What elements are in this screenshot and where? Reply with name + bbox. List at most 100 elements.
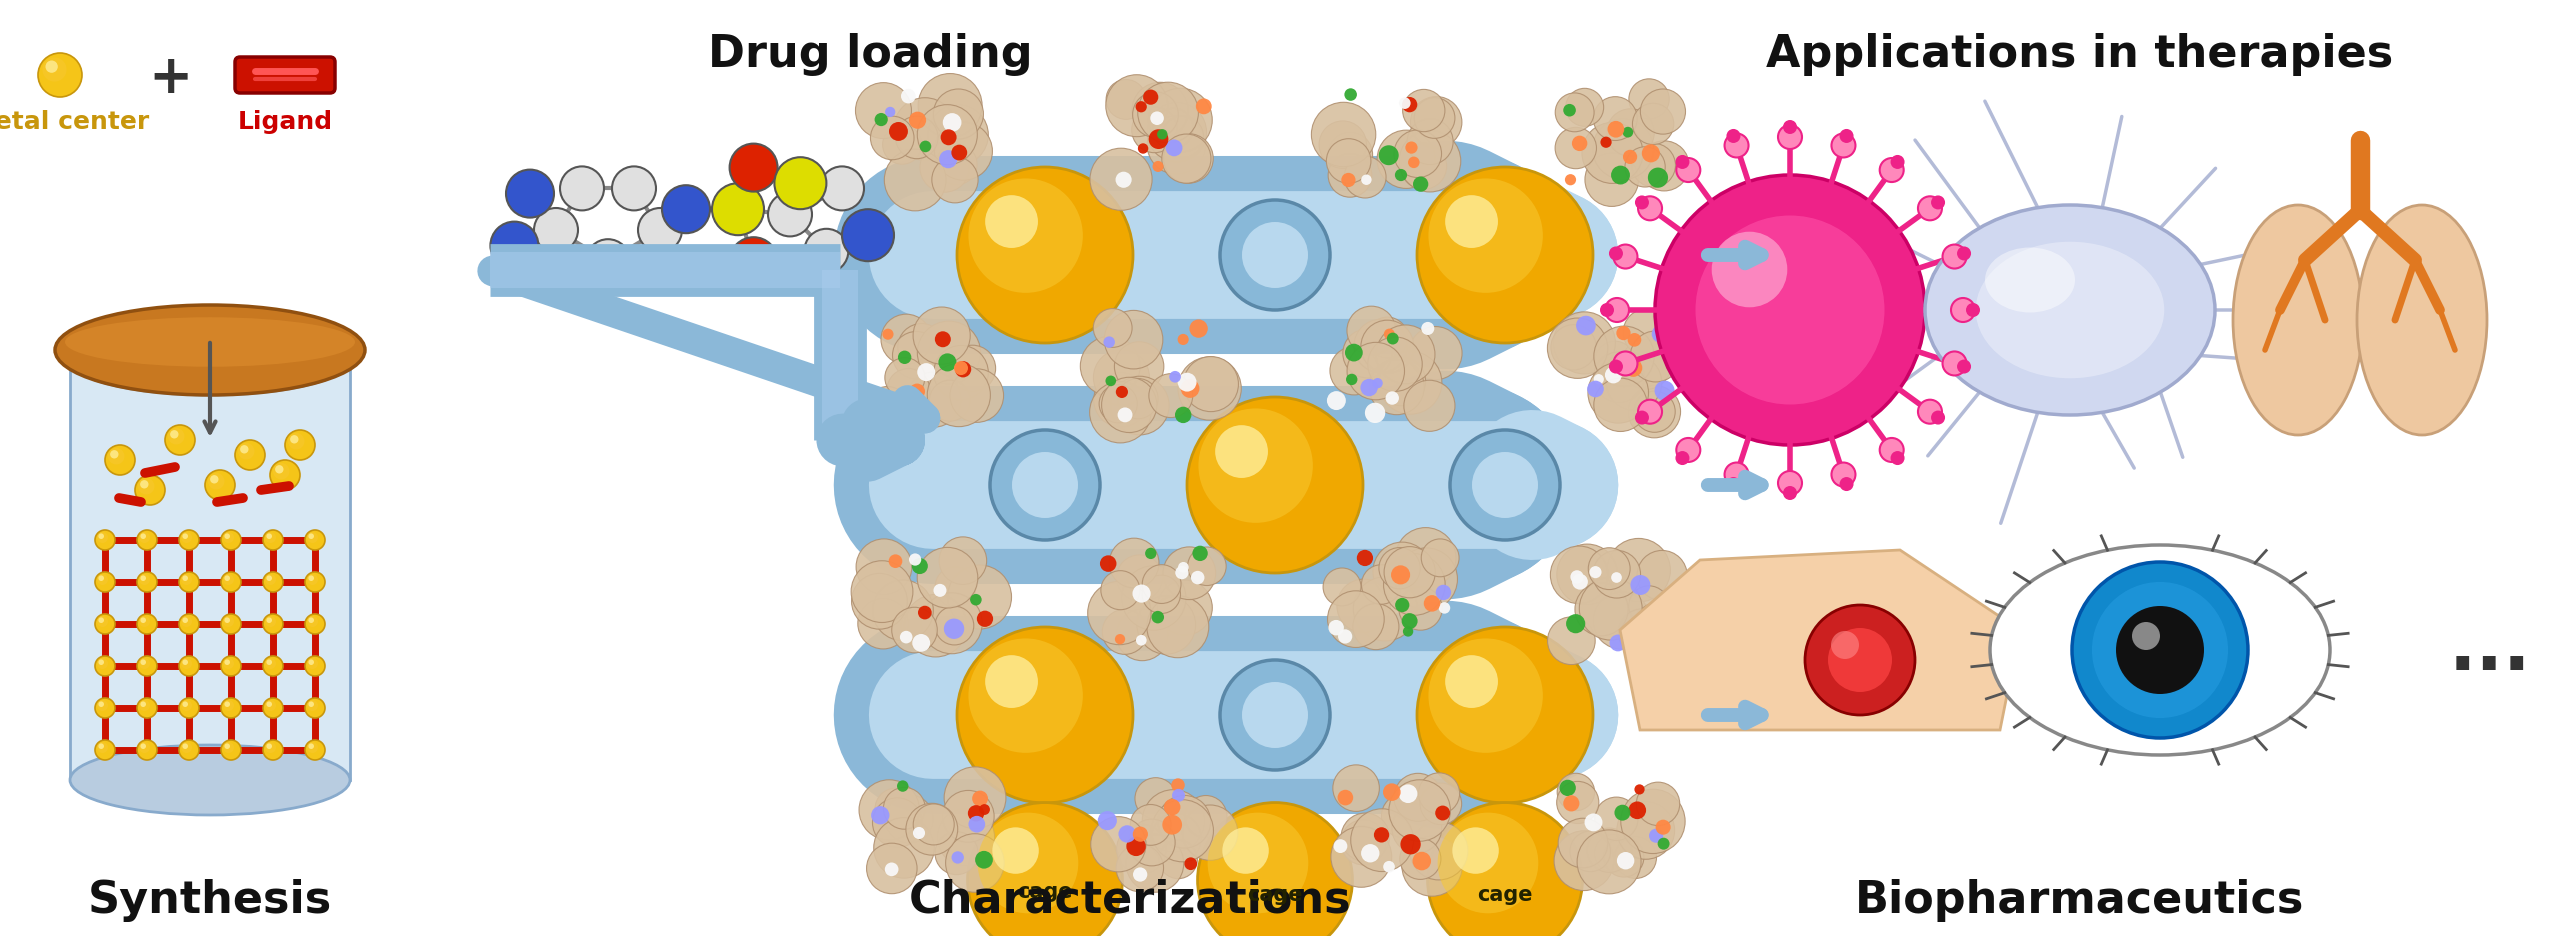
Circle shape bbox=[975, 851, 993, 869]
Circle shape bbox=[1445, 655, 1499, 708]
Circle shape bbox=[1594, 834, 1633, 872]
Circle shape bbox=[1651, 325, 1669, 343]
Circle shape bbox=[1348, 343, 1404, 400]
Text: Drug loading: Drug loading bbox=[708, 34, 1032, 77]
Circle shape bbox=[1622, 150, 1638, 164]
Circle shape bbox=[1109, 538, 1158, 588]
Circle shape bbox=[934, 331, 950, 347]
Text: ...: ... bbox=[2449, 616, 2531, 684]
Circle shape bbox=[940, 537, 986, 584]
Circle shape bbox=[239, 443, 254, 460]
Circle shape bbox=[1088, 581, 1150, 645]
Circle shape bbox=[1399, 130, 1461, 192]
Circle shape bbox=[1402, 613, 1417, 629]
Circle shape bbox=[1784, 486, 1797, 500]
Circle shape bbox=[39, 53, 82, 97]
Circle shape bbox=[1391, 803, 1443, 854]
Circle shape bbox=[1391, 565, 1409, 584]
Circle shape bbox=[883, 403, 898, 418]
Circle shape bbox=[1366, 317, 1407, 358]
Circle shape bbox=[973, 791, 988, 807]
Circle shape bbox=[208, 473, 223, 490]
Circle shape bbox=[223, 532, 234, 543]
Circle shape bbox=[927, 363, 991, 427]
Circle shape bbox=[1615, 351, 1638, 375]
Circle shape bbox=[927, 105, 988, 165]
Circle shape bbox=[1402, 90, 1445, 132]
Circle shape bbox=[46, 61, 59, 73]
Circle shape bbox=[1183, 857, 1196, 870]
Circle shape bbox=[1384, 329, 1394, 340]
Circle shape bbox=[880, 314, 932, 365]
Circle shape bbox=[942, 113, 963, 132]
Circle shape bbox=[1694, 215, 1884, 404]
Circle shape bbox=[182, 701, 187, 707]
Circle shape bbox=[2115, 606, 2205, 694]
Circle shape bbox=[221, 614, 241, 634]
Circle shape bbox=[1327, 139, 1371, 183]
Circle shape bbox=[1117, 171, 1132, 188]
Circle shape bbox=[308, 576, 313, 581]
Circle shape bbox=[1330, 826, 1391, 887]
Circle shape bbox=[1617, 609, 1666, 657]
Circle shape bbox=[1648, 168, 1669, 188]
Circle shape bbox=[1353, 319, 1407, 373]
Circle shape bbox=[1830, 134, 1856, 157]
Circle shape bbox=[1638, 550, 1687, 601]
Circle shape bbox=[919, 140, 932, 153]
Circle shape bbox=[1640, 89, 1687, 134]
Circle shape bbox=[886, 107, 896, 117]
Circle shape bbox=[1445, 196, 1499, 248]
Circle shape bbox=[1163, 815, 1181, 835]
Circle shape bbox=[182, 743, 187, 749]
Circle shape bbox=[1404, 626, 1414, 636]
Circle shape bbox=[868, 843, 916, 894]
Circle shape bbox=[221, 698, 241, 718]
Circle shape bbox=[1147, 596, 1209, 658]
Circle shape bbox=[1617, 801, 1674, 859]
Circle shape bbox=[1620, 608, 1669, 656]
Circle shape bbox=[1178, 334, 1189, 345]
Circle shape bbox=[1322, 568, 1361, 606]
Circle shape bbox=[285, 430, 316, 460]
Circle shape bbox=[1930, 196, 1946, 210]
Circle shape bbox=[901, 89, 916, 104]
Circle shape bbox=[1137, 143, 1147, 154]
Circle shape bbox=[1651, 603, 1666, 619]
Circle shape bbox=[1327, 591, 1384, 648]
Circle shape bbox=[1640, 140, 1689, 191]
Circle shape bbox=[223, 701, 231, 707]
Circle shape bbox=[1094, 373, 1147, 427]
Circle shape bbox=[182, 742, 193, 753]
Text: Ligand: Ligand bbox=[236, 110, 334, 134]
Circle shape bbox=[1142, 90, 1158, 105]
Circle shape bbox=[1242, 682, 1309, 748]
Circle shape bbox=[768, 193, 811, 237]
Circle shape bbox=[855, 539, 911, 594]
Circle shape bbox=[1106, 75, 1168, 137]
Circle shape bbox=[210, 475, 218, 484]
Circle shape bbox=[947, 565, 1011, 629]
Circle shape bbox=[1594, 592, 1651, 650]
Circle shape bbox=[945, 619, 965, 639]
Circle shape bbox=[945, 834, 1004, 892]
Circle shape bbox=[1132, 107, 1178, 153]
Circle shape bbox=[952, 145, 968, 160]
Circle shape bbox=[1399, 784, 1417, 803]
Circle shape bbox=[141, 659, 146, 665]
Circle shape bbox=[1630, 331, 1681, 382]
Circle shape bbox=[141, 576, 146, 581]
Circle shape bbox=[267, 618, 272, 623]
Circle shape bbox=[1438, 602, 1450, 614]
Circle shape bbox=[1337, 579, 1391, 633]
Circle shape bbox=[1361, 174, 1371, 185]
Circle shape bbox=[1206, 812, 1309, 914]
Circle shape bbox=[909, 111, 927, 129]
Circle shape bbox=[1728, 477, 1740, 491]
Circle shape bbox=[180, 656, 200, 676]
Circle shape bbox=[1153, 161, 1163, 172]
Circle shape bbox=[934, 607, 973, 645]
Circle shape bbox=[968, 179, 1083, 293]
Circle shape bbox=[1584, 813, 1602, 831]
Circle shape bbox=[1586, 381, 1604, 397]
